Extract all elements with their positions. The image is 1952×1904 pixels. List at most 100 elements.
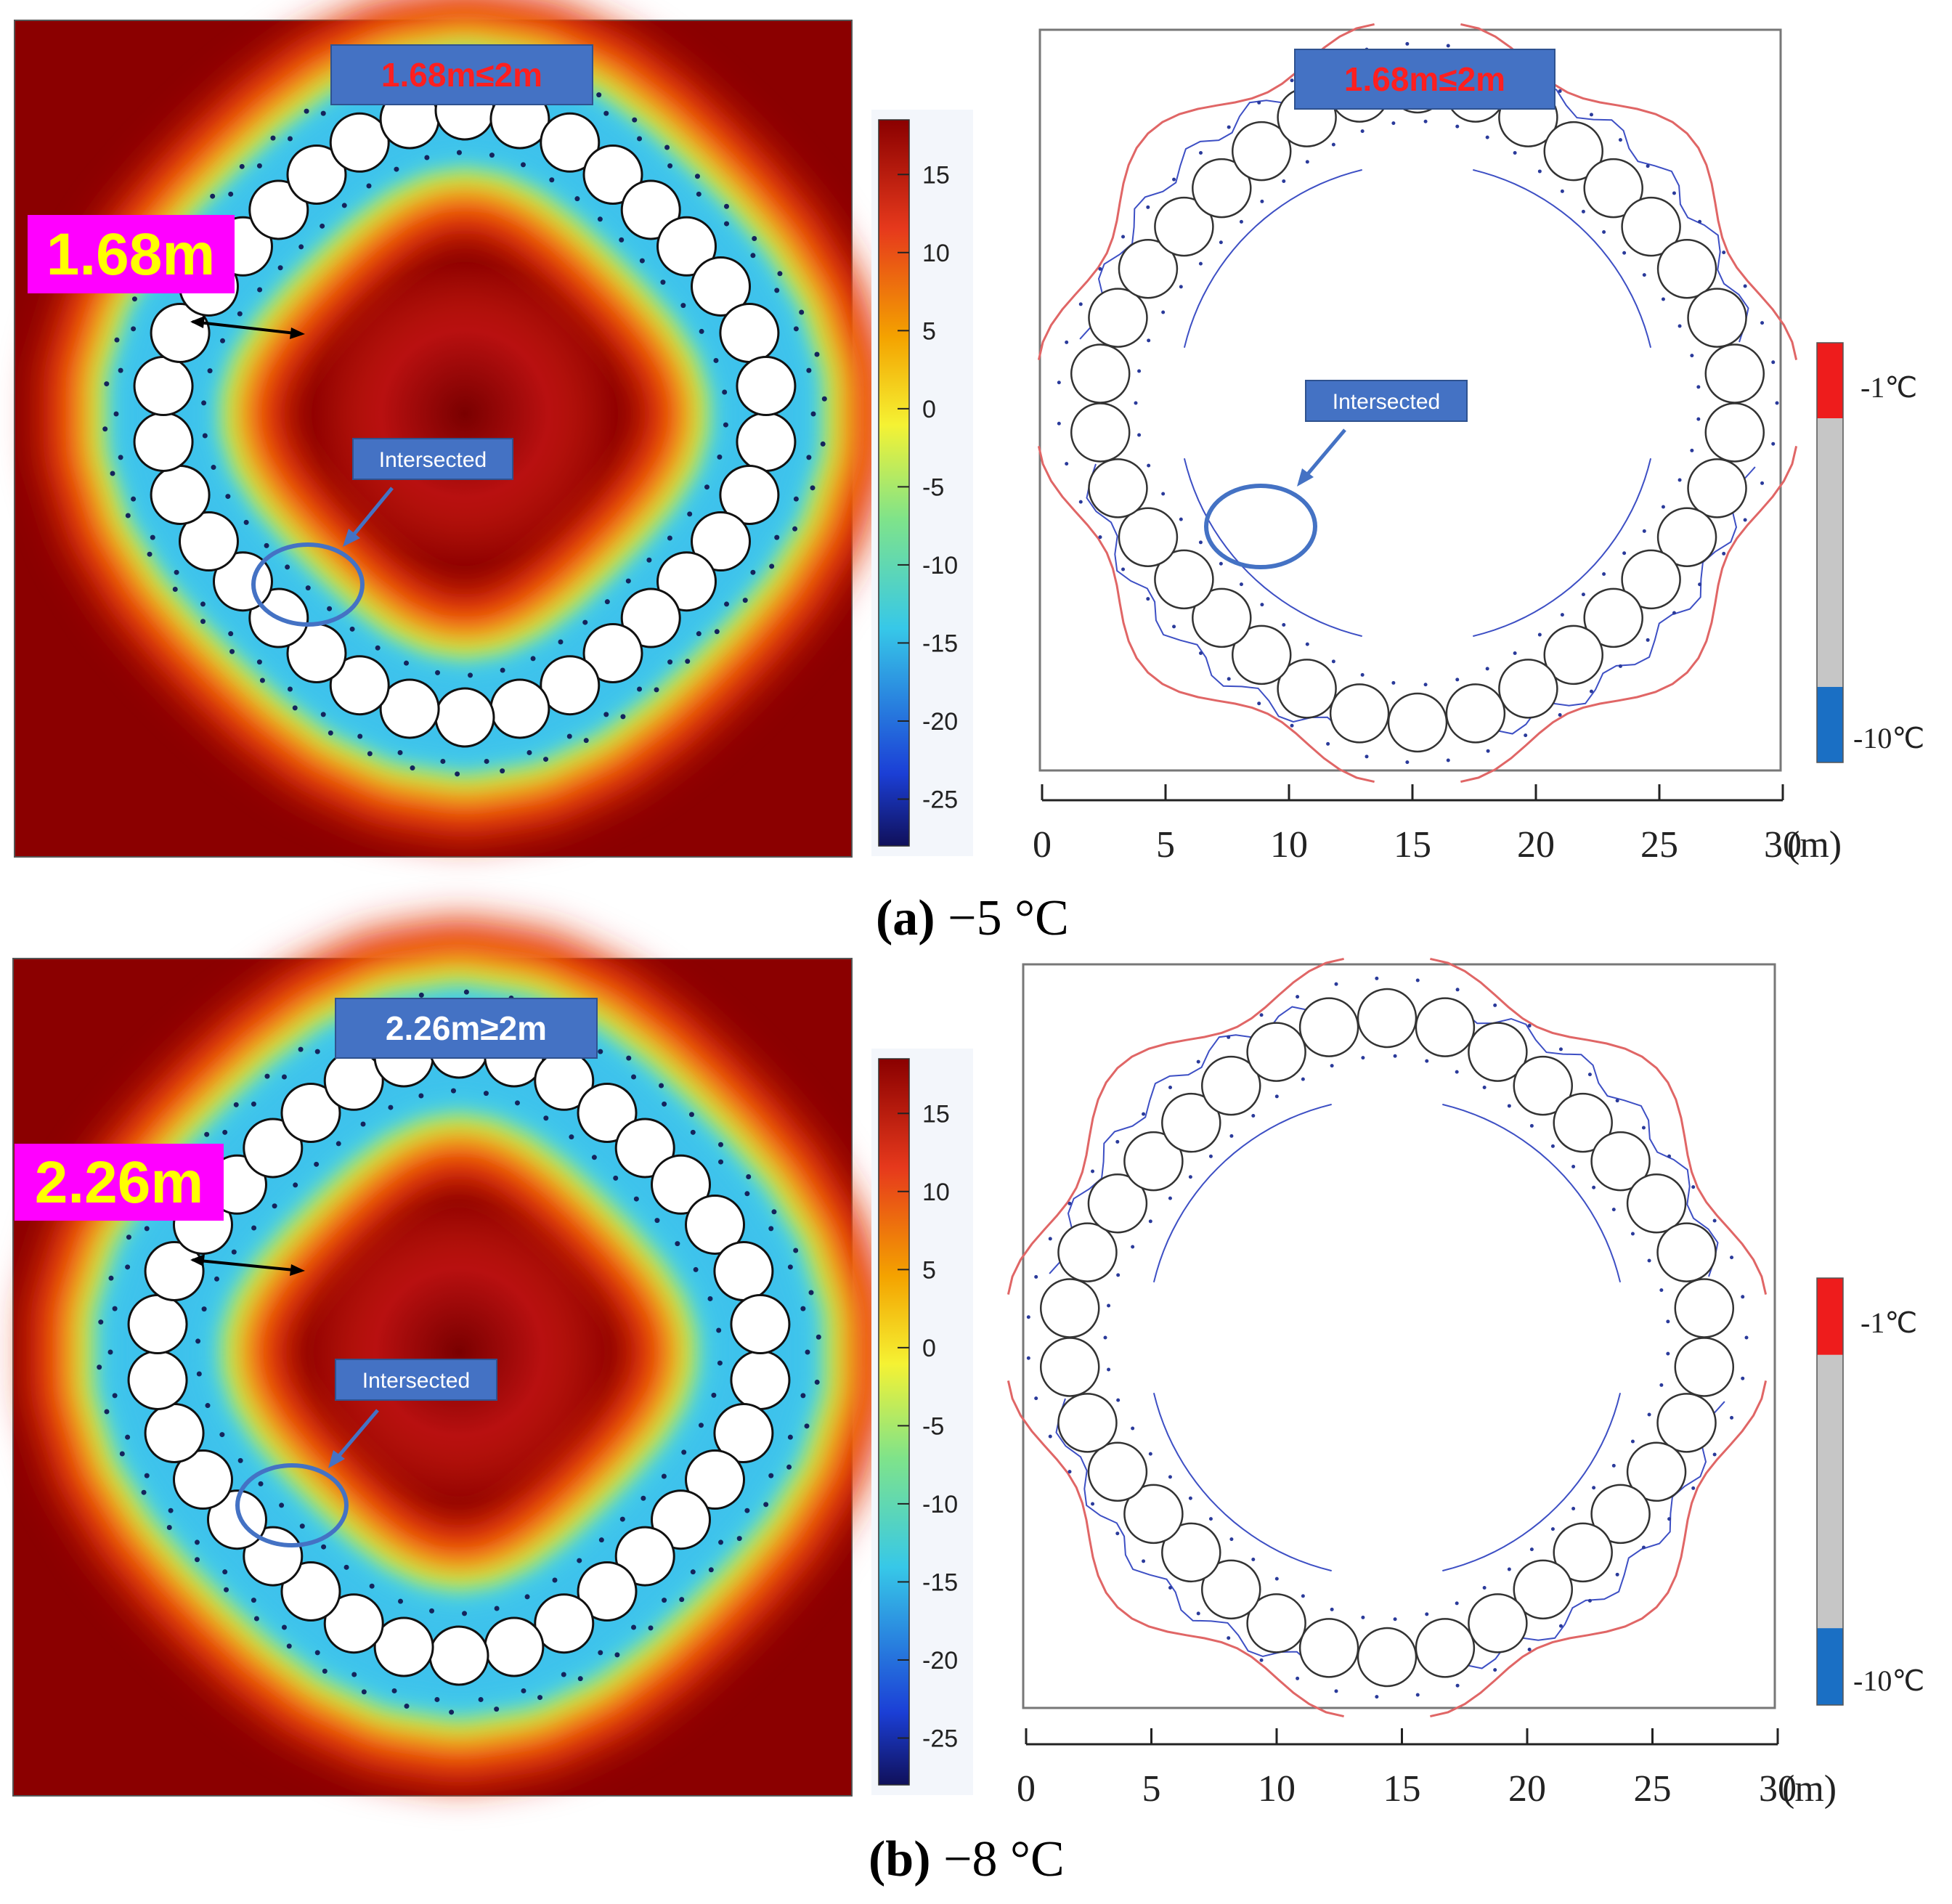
monitor-dot xyxy=(687,511,693,517)
caption-text: −5 °C xyxy=(935,890,1069,946)
monitor-dot xyxy=(626,1055,632,1061)
monitor-dot xyxy=(298,244,304,250)
contour-dot xyxy=(1301,1077,1305,1081)
freeze-pipe-outline xyxy=(1674,1337,1735,1397)
contour-dot xyxy=(1091,1169,1095,1173)
monitor-dot xyxy=(125,1434,131,1440)
contour-dot xyxy=(1730,1256,1734,1260)
monitor-dot xyxy=(800,1306,806,1311)
contour-dot xyxy=(1730,1415,1734,1420)
legend-swatch-upper xyxy=(1817,1278,1843,1355)
contour-dot xyxy=(1068,1201,1072,1205)
monitor-dot xyxy=(112,1393,118,1399)
contour-dot xyxy=(1630,1232,1635,1236)
monitor-dot xyxy=(131,326,137,332)
monitor-dot xyxy=(690,1569,696,1575)
contour-dot xyxy=(1698,219,1702,224)
freeze-pipe xyxy=(620,179,681,240)
monitor-dot xyxy=(322,1668,328,1674)
freeze-pipe xyxy=(540,112,601,173)
monitor-dot xyxy=(619,237,625,243)
contour-dot xyxy=(1423,683,1428,687)
colorbar-tick-label: 15 xyxy=(922,161,950,189)
contour-dot xyxy=(1513,651,1517,656)
monitor-dot xyxy=(724,221,730,227)
monitor-dot xyxy=(118,367,123,373)
monitor-dot xyxy=(598,1537,604,1543)
freeze-pipe-outline xyxy=(1192,158,1252,219)
monitor-dot xyxy=(598,1049,603,1054)
contour-dot xyxy=(1161,492,1166,496)
monitor-dot xyxy=(434,1696,440,1702)
monitor-dot xyxy=(694,174,700,179)
monitor-dot xyxy=(144,1473,150,1478)
freeze-pipe xyxy=(489,678,550,739)
freeze-pipe xyxy=(540,655,601,716)
freeze-pipe xyxy=(127,1294,188,1355)
x-axis-tick-label: 15 xyxy=(1394,824,1431,866)
contour-dot xyxy=(1425,1612,1429,1616)
freeze-pipe-outline xyxy=(1590,1131,1651,1192)
freeze-pipe-outline xyxy=(1590,1484,1651,1545)
x-axis-tick-label: 10 xyxy=(1270,824,1308,866)
contour-dot xyxy=(1485,135,1489,139)
freeze-pipe-outline xyxy=(1123,1131,1184,1192)
x-axis-tick-label: 5 xyxy=(1156,824,1175,866)
contour-dot xyxy=(1482,1085,1487,1089)
monitor-dot xyxy=(125,513,131,518)
contour-dot xyxy=(1296,995,1300,999)
monitor-dot xyxy=(667,659,673,665)
contour-dot xyxy=(1550,1144,1555,1148)
contour-dot xyxy=(1690,354,1694,358)
monitor-dot xyxy=(577,1676,583,1682)
contour-dot xyxy=(1172,177,1176,182)
contour-dot xyxy=(1330,1607,1334,1611)
freeze-pipe-outline xyxy=(1123,1484,1184,1545)
monitor-dot xyxy=(603,712,609,717)
monitor-dot xyxy=(277,265,283,271)
contour-dot xyxy=(1560,613,1564,617)
monitor-dot xyxy=(351,1672,357,1677)
freeze-pipe-outline xyxy=(1656,1393,1717,1453)
freeze-pipe-outline xyxy=(1118,238,1179,299)
monitor-dot xyxy=(768,1226,774,1232)
monitor-dot xyxy=(744,1508,750,1513)
freeze-pipe xyxy=(719,302,780,363)
freeze-pipe-outline xyxy=(1057,1393,1118,1453)
freeze-pipe-outline xyxy=(1387,692,1448,753)
monitor-dot xyxy=(131,296,137,302)
monitor-dot xyxy=(549,177,555,183)
monitor-dot xyxy=(281,1074,287,1080)
contour-dot xyxy=(1274,1094,1279,1099)
freeze-pipe-outline xyxy=(1553,1522,1613,1583)
contour-dot xyxy=(1642,529,1646,533)
contour-dot xyxy=(1513,150,1517,155)
monitor-dot xyxy=(256,163,262,168)
monitor-dot xyxy=(375,645,381,651)
monitor-dot xyxy=(614,1652,620,1658)
freeze-pipe-outline xyxy=(1298,997,1359,1057)
freeze-pipe xyxy=(280,1561,341,1622)
freeze-pipe-outline xyxy=(1415,997,1476,1057)
monitor-dot xyxy=(646,557,652,563)
isotherm-red-contour xyxy=(1460,446,1798,784)
monitor-dot xyxy=(144,1226,150,1232)
colorbar-tick-label: -25 xyxy=(922,786,958,813)
monitor-dot xyxy=(369,1583,375,1589)
contour-dot xyxy=(1290,723,1294,728)
intersected-ellipse xyxy=(1204,484,1317,569)
contour-dot xyxy=(1068,1470,1072,1474)
contour-dot xyxy=(1375,976,1379,980)
contour-dot xyxy=(1589,689,1593,693)
freeze-pipe-outline xyxy=(1704,343,1765,404)
contour-dot xyxy=(1148,1219,1152,1224)
contour-dot xyxy=(1116,1398,1121,1402)
monitor-dot xyxy=(806,455,812,460)
contour-dot xyxy=(1558,712,1562,717)
contour-dot xyxy=(1199,151,1203,155)
freeze-pipe-outline xyxy=(1621,549,1681,610)
freeze-pipe-outline xyxy=(1231,121,1292,182)
monitor-dot xyxy=(361,1689,367,1695)
monitor-dot xyxy=(224,1587,229,1592)
monitor-dot xyxy=(648,1625,654,1631)
